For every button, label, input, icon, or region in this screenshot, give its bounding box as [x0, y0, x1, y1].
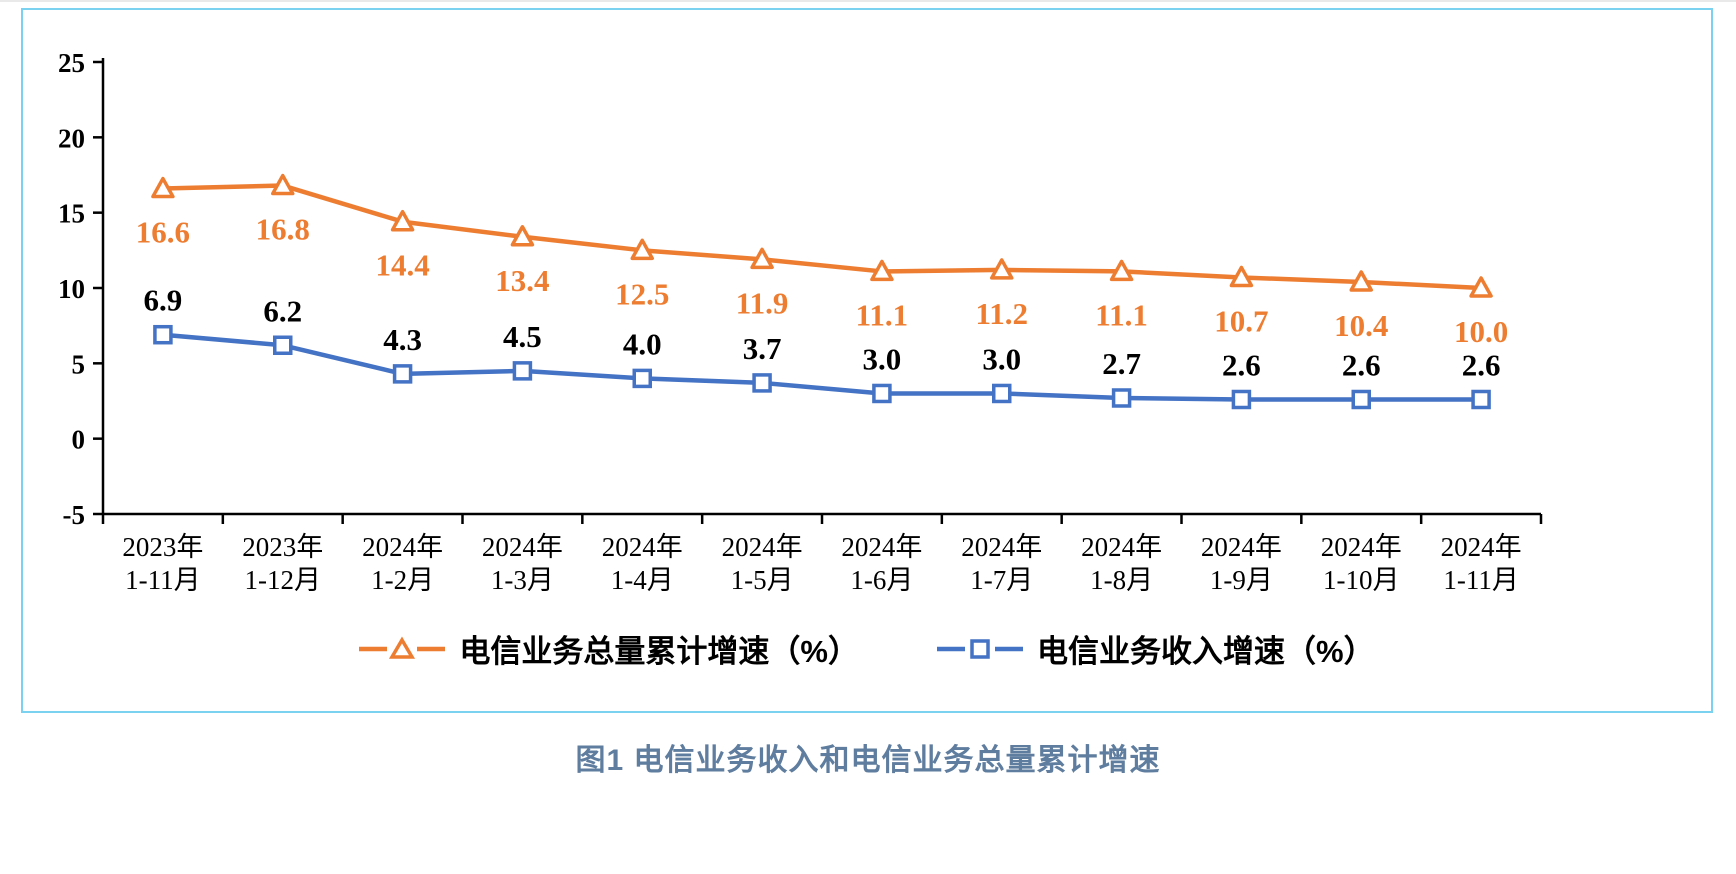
svg-text:16.8: 16.8 — [256, 212, 310, 247]
legend-item-total-volume-growth: 电信业务总量累计增速（%） — [359, 626, 859, 671]
svg-text:3.0: 3.0 — [863, 341, 902, 376]
chart-card: -5 0 5 10 15 20 25 2023年 1-11月 2023年 1-12月 2024年 1-2… — [21, 8, 1713, 713]
svg-text:2.6: 2.6 — [1222, 347, 1261, 382]
svg-text:2.6: 2.6 — [1342, 347, 1381, 382]
top-divider — [0, 0, 1736, 2]
svg-text:25: 25 — [58, 48, 85, 78]
legend-label-revenue-growth: 电信业务收入增速（%） — [1037, 634, 1375, 669]
svg-text:-5: -5 — [63, 500, 86, 530]
svg-text:11.2: 11.2 — [975, 296, 1028, 331]
svg-text:14.4: 14.4 — [375, 248, 429, 283]
svg-text:10: 10 — [58, 274, 85, 304]
svg-text:11.1: 11.1 — [1095, 297, 1148, 332]
legend-marker-square-icon — [937, 638, 1023, 659]
svg-text:2.7: 2.7 — [1102, 346, 1141, 381]
svg-text:2.6: 2.6 — [1462, 347, 1501, 382]
svg-text:6.9: 6.9 — [144, 283, 183, 318]
svg-text:3.0: 3.0 — [982, 341, 1021, 376]
svg-text:4.3: 4.3 — [383, 322, 422, 357]
svg-text:0: 0 — [72, 425, 86, 455]
line-chart: -5 0 5 10 15 20 25 2023年 1-11月 2023年 1-12月 2024年 1-2… — [58, 48, 1543, 595]
svg-text:10.0: 10.0 — [1454, 314, 1508, 349]
svg-text:6.2: 6.2 — [263, 293, 302, 328]
svg-text:13.4: 13.4 — [495, 263, 549, 298]
svg-text:11.1: 11.1 — [856, 297, 909, 332]
svg-text:3.7: 3.7 — [743, 331, 782, 366]
legend-item-revenue-growth: 电信业务收入增速（%） — [937, 626, 1375, 671]
svg-text:15: 15 — [58, 199, 85, 229]
svg-text:4.5: 4.5 — [503, 319, 542, 354]
svg-text:10.4: 10.4 — [1334, 308, 1388, 343]
svg-text:16.6: 16.6 — [136, 215, 190, 250]
svg-text:10.7: 10.7 — [1214, 303, 1268, 338]
svg-text:4.0: 4.0 — [623, 326, 662, 361]
svg-text:12.5: 12.5 — [615, 276, 669, 311]
legend-label-total-volume-growth: 电信业务总量累计增速（%） — [459, 634, 859, 669]
chart-legend: 电信业务总量累计增速（%） 电信业务收入增速（%） — [23, 626, 1711, 671]
svg-text:11.9: 11.9 — [736, 285, 789, 320]
chart-caption: 图1 电信业务收入和电信业务总量累计增速 — [575, 744, 1161, 777]
svg-text:20: 20 — [58, 123, 85, 153]
legend-marker-triangle-icon — [359, 636, 446, 659]
svg-text:5: 5 — [72, 349, 86, 379]
